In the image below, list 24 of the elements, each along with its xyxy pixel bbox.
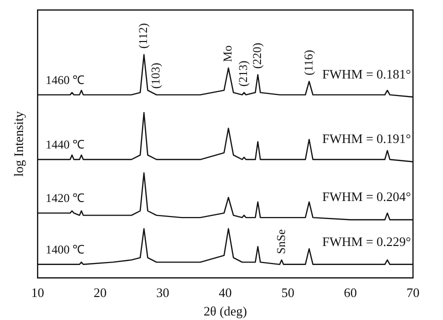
x-tick-label: 50: [281, 285, 294, 300]
annotation: (213): [236, 60, 250, 87]
annotation: (116): [301, 50, 316, 76]
y-axis-title: log Intensity: [11, 110, 26, 177]
x-tick-label: 30: [156, 285, 170, 300]
x-tick-label: 40: [218, 285, 232, 300]
annotation: FWHM = 0.229°: [322, 234, 411, 249]
annotation: (112): [136, 23, 150, 49]
annotation: FWHM = 0.191°: [322, 131, 411, 146]
x-tick-label: 70: [406, 285, 420, 300]
annotation: FWHM = 0.204°: [322, 189, 411, 204]
series-label: 1420 ℃: [46, 191, 85, 206]
x-tick-label: 60: [344, 285, 357, 300]
annotation: FWHM = 0.181°: [322, 66, 411, 82]
x-tick-label: 20: [94, 285, 107, 300]
series-label: 1400 ℃: [46, 242, 85, 257]
x-tick-label: 10: [31, 285, 44, 300]
series-label: 1440 ℃: [46, 138, 85, 152]
series-label: 1460 ℃: [46, 72, 85, 87]
annotation: (103): [148, 62, 163, 89]
annotation: SnSe: [274, 229, 288, 254]
annotation: (220): [250, 42, 264, 69]
annotation: Mo: [220, 45, 235, 62]
x-axis-title: 2θ (deg): [204, 304, 248, 319]
